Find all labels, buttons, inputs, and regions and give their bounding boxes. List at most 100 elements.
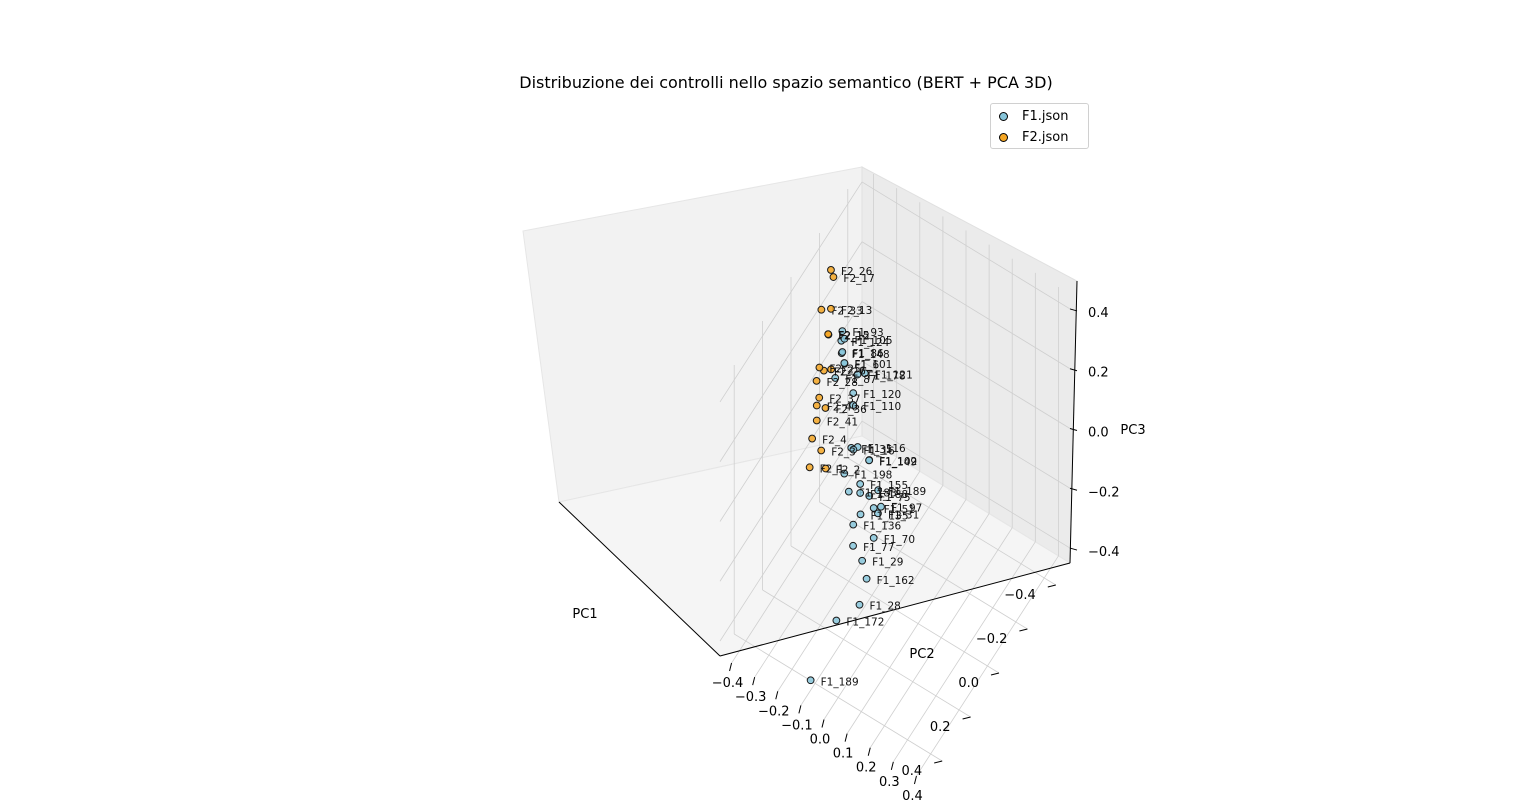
point-label: F1_149 [879, 456, 917, 468]
x-tick-label: −0.2 [976, 632, 1008, 647]
chart-title: Distribuzione dei controlli nello spazio… [519, 73, 1052, 92]
point-label: F2_33 [831, 306, 862, 318]
z-axis-label: PC3 [1120, 423, 1145, 438]
point-label: F1_101 [854, 359, 892, 371]
point-f1 [860, 369, 869, 378]
point-label: F2_27 [834, 367, 865, 379]
point-label: F1_70 [884, 534, 915, 546]
point-label: F2_17 [843, 273, 874, 285]
z-tick-mark [1069, 547, 1078, 551]
grid-line-z [719, 181, 863, 403]
point-label: F1_105 [854, 335, 892, 347]
point-f2 [815, 363, 824, 372]
point-label: F1_155 [870, 480, 908, 492]
grid-line-z [861, 301, 1071, 429]
y-tick-label: −0.4 [712, 676, 744, 691]
grid-line-y [731, 442, 874, 664]
point-f1 [862, 574, 871, 583]
legend-marker-f2 [999, 132, 1008, 142]
point-label: F2_15 [838, 330, 869, 342]
y-axis-label: PC2 [909, 647, 934, 662]
x-tick-label: 0.4 [902, 764, 923, 779]
legend-label-f2: F2.json [1022, 129, 1069, 145]
point-label: F1_189 [821, 676, 859, 688]
y-tick-label: 0.4 [902, 789, 923, 802]
point-f1 [840, 469, 849, 478]
point-f1 [831, 374, 840, 382]
point-f1 [849, 401, 858, 409]
z-tick-mark [1069, 368, 1078, 372]
point-label: F2_13 [841, 305, 872, 317]
point-f1 [856, 510, 865, 519]
point-label: F2_40 [827, 402, 858, 414]
x-tick-label: 0.0 [958, 676, 979, 691]
point-label: F1_188 [870, 489, 908, 501]
point-label: F1_172 [846, 617, 884, 629]
y-tick-label: 0.3 [879, 775, 900, 790]
point-label: F1_120 [863, 389, 901, 401]
x-tick-mark [990, 672, 1000, 676]
point-label: F1_162 [877, 575, 915, 587]
point-label: F2_2 [836, 465, 861, 477]
z-tick-label: 0.2 [1088, 366, 1109, 381]
z-tick-label: 0.0 [1088, 426, 1109, 441]
y-tick-label: −0.1 [781, 718, 813, 733]
y-tick-label: 0.2 [856, 761, 877, 776]
z-tick-mark [1069, 487, 1078, 491]
legend-label-f1: F1.json [1022, 108, 1069, 124]
legend-marker-f1 [999, 111, 1008, 121]
point-label: F1_102 [879, 456, 917, 468]
point-f1 [849, 445, 858, 454]
point-label: F1_124 [851, 337, 889, 349]
point-f1 [844, 487, 853, 496]
point-f1 [832, 616, 841, 625]
grid-line-z [861, 360, 1071, 489]
grid-line-z [719, 241, 863, 462]
point-f2 [821, 464, 830, 473]
point-label: F1_121 [875, 369, 913, 381]
point-f1 [877, 502, 885, 511]
point-label: F1_116 [868, 443, 906, 455]
point-f1 [849, 389, 858, 398]
point-label: F2_36 [835, 404, 867, 416]
point-label: F1_6 [855, 360, 880, 372]
grid-line-y [800, 485, 944, 706]
point-label: F2_4 [822, 435, 847, 447]
grid-line-z [861, 181, 1071, 310]
x-tick-label: −0.4 [1004, 588, 1036, 603]
grid-line-y [916, 555, 1059, 777]
z-tick-label: −0.2 [1088, 485, 1120, 500]
point-f1 [838, 348, 847, 356]
y-tick-mark [775, 691, 779, 700]
legend-item-f1: F1.json [999, 107, 1068, 125]
point-label: F2_26 [841, 266, 873, 278]
point-f1 [856, 480, 865, 488]
point-f2 [827, 365, 836, 374]
grid-line-y [869, 527, 1013, 748]
point-label: F1_183 [859, 488, 897, 500]
point-label: F1_31 [888, 509, 919, 521]
point-f2 [812, 416, 821, 425]
point-f2 [827, 304, 835, 313]
point-f1 [856, 489, 865, 497]
point-f1 [874, 509, 882, 518]
y-tick-label: −0.3 [735, 690, 767, 705]
point-label: F1_35 [861, 444, 892, 456]
point-label: F1_178 [867, 371, 905, 383]
point-f1 [874, 486, 883, 495]
point-label: F2_6 [841, 365, 866, 377]
grid-line-z [719, 361, 863, 582]
point-label: F1_16 [863, 446, 895, 458]
point-label: F1_93 [852, 327, 883, 339]
y-tick-mark [890, 761, 894, 770]
point-label: F2_37 [829, 394, 860, 406]
point-label: F2_12 [838, 331, 869, 343]
y-tick-mark [729, 662, 733, 672]
z-tick-label: 0.4 [1088, 306, 1109, 321]
point-label: F1_97 [891, 503, 922, 515]
grid-line-y [846, 513, 990, 734]
point-f2 [824, 330, 833, 339]
legend-item-f2: F2.json [999, 128, 1068, 146]
point-label: F2_1 [820, 463, 845, 475]
